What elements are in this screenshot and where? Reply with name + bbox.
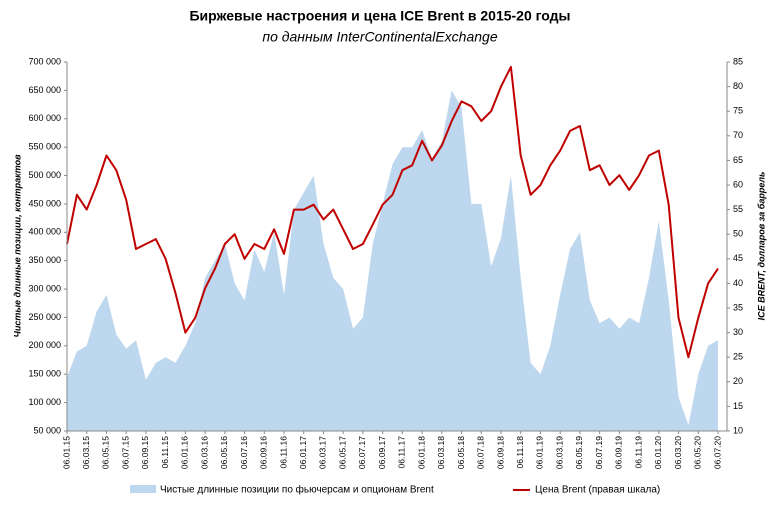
x-tick-label: 06.01.20 (653, 436, 663, 469)
y-tick-label: 100 000 (28, 397, 61, 407)
y2-tick-label: 35 (733, 302, 743, 312)
chart-title: Биржевые настроения и цена ICE Brent в 2… (189, 8, 570, 24)
x-tick-label: 06.03.15 (81, 436, 91, 469)
x-tick-label: 06.11.17 (397, 436, 407, 469)
y-axis-title: Чистые длинные позиции, контрактов (12, 154, 22, 338)
x-tick-label: 06.03.20 (673, 436, 683, 469)
y-tick-label: 650 000 (28, 85, 61, 95)
y2-tick-label: 20 (733, 376, 743, 386)
line (66, 65, 719, 359)
y2-tick-label: 10 (733, 425, 743, 435)
y-tick-label: 450 000 (28, 198, 61, 208)
y2-axis-title: ICE BRENT, долларов за баррель (756, 172, 766, 321)
x-tick-label: 06.11.19 (633, 436, 643, 469)
x-tick-label: 06.01.19 (535, 436, 545, 469)
y-tick-label: 150 000 (28, 369, 61, 379)
x-tick-label: 06.09.17 (377, 436, 387, 469)
y2-tick-label: 25 (733, 352, 743, 362)
y2-tick-label: 45 (733, 253, 743, 263)
x-tick-label: 06.03.16 (199, 436, 209, 469)
x-tick-label: 06.11.16 (278, 436, 288, 469)
legend-label: Цена Brent (правая шкала) (535, 485, 660, 496)
x-tick-label: 06.03.19 (554, 436, 564, 469)
x-tick-label: 06.05.19 (574, 436, 584, 469)
y2-tick-label: 70 (733, 130, 743, 140)
y-tick-label: 700 000 (28, 56, 61, 66)
y-tick-label: 500 000 (28, 170, 61, 180)
x-tick-label: 06.11.18 (515, 436, 525, 469)
y-tick-label: 550 000 (28, 142, 61, 152)
y-tick-label: 250 000 (28, 312, 61, 322)
x-tick-label: 06.03.18 (436, 436, 446, 469)
y2-tick-label: 60 (733, 179, 743, 189)
legend-swatch (130, 485, 156, 493)
x-tick-label: 06.07.18 (476, 436, 486, 469)
y2-tick-label: 40 (733, 278, 743, 288)
y2-tick-label: 15 (733, 401, 743, 411)
x-tick-label: 06.09.19 (614, 436, 624, 469)
x-tick-label: 06.11.15 (160, 436, 170, 469)
area (67, 90, 718, 432)
x-tick-label: 06.01.15 (61, 436, 71, 469)
x-tick-label: 06.01.18 (416, 436, 426, 469)
x-tick-label: 06.01.16 (180, 436, 190, 469)
y-tick-label: 300 000 (28, 283, 61, 293)
x-tick-label: 06.09.16 (259, 436, 269, 469)
y-tick-label: 50 000 (33, 425, 61, 435)
x-tick-label: 06.03.17 (318, 436, 328, 469)
chart-subtitle: по данным InterContinentalExchange (262, 29, 497, 45)
x-tick-label: 06.05.16 (219, 436, 229, 469)
x-tick-label: 06.07.20 (712, 436, 722, 469)
x-tick-label: 06.07.16 (239, 436, 249, 469)
x-tick-label: 06.05.15 (101, 436, 111, 469)
y-tick-label: 350 000 (28, 255, 61, 265)
legend-label: Чистые длинные позиции по фьючерсам и оп… (160, 484, 434, 496)
x-tick-label: 06.05.17 (337, 436, 347, 469)
y2-tick-label: 80 (733, 81, 743, 91)
x-tick-label: 06.09.15 (140, 436, 150, 469)
y2-tick-label: 30 (733, 327, 743, 337)
x-tick-label: 06.07.19 (594, 436, 604, 469)
x-tick-label: 06.05.20 (693, 436, 703, 469)
y2-tick-label: 50 (733, 229, 743, 239)
x-tick-label: 06.07.15 (120, 436, 130, 469)
x-tick-label: 06.01.17 (298, 436, 308, 469)
x-tick-label: 06.09.18 (495, 436, 505, 469)
y2-tick-label: 75 (733, 106, 743, 116)
y2-tick-label: 85 (733, 56, 743, 66)
x-tick-label: 06.05.18 (456, 436, 466, 469)
y-tick-label: 400 000 (28, 227, 61, 237)
y-tick-label: 600 000 (28, 113, 61, 123)
y2-tick-label: 55 (733, 204, 743, 214)
y-tick-label: 200 000 (28, 340, 61, 350)
y2-tick-label: 65 (733, 155, 743, 165)
x-tick-label: 06.07.17 (357, 436, 367, 469)
